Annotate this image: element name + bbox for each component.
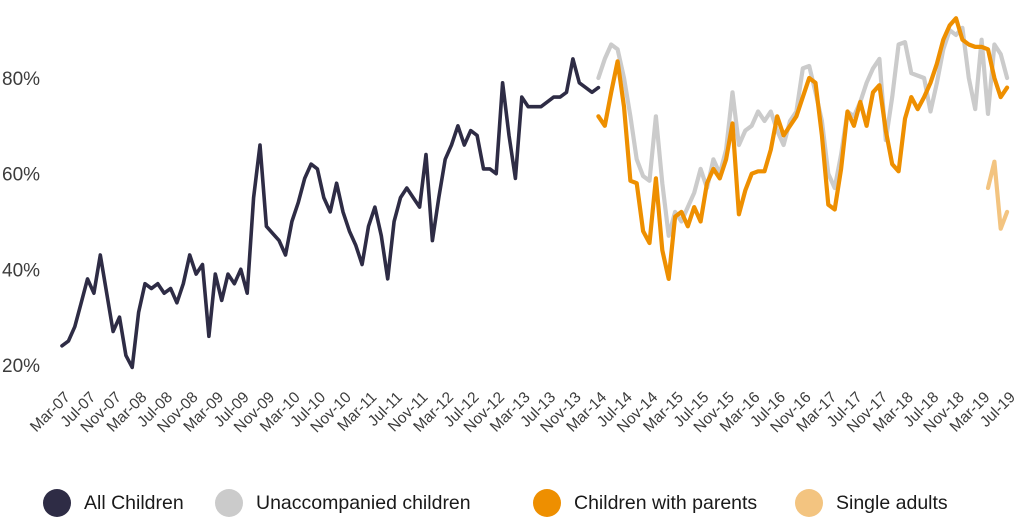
legend-item-unaccompanied-children: Unaccompanied children xyxy=(215,489,471,517)
single-adults-dot-icon xyxy=(795,489,823,517)
chart-legend: All Children Unaccompanied children Chil… xyxy=(0,489,1024,517)
legend-label: All Children xyxy=(84,492,184,514)
series-line-children-with-parents xyxy=(596,16,1010,281)
series-line-all-children xyxy=(60,57,601,370)
legend-item-single-adults: Single adults xyxy=(795,489,948,517)
y-axis-tick-label: 20% xyxy=(2,356,40,377)
all-children-dot-icon xyxy=(43,489,71,517)
unaccompanied-children-dot-icon xyxy=(215,489,243,517)
legend-item-children-with-parents: Children with parents xyxy=(533,489,757,517)
legend-label: Children with parents xyxy=(574,492,758,514)
y-axis-tick-label: 80% xyxy=(2,69,40,90)
legend-item-all-children: All Children xyxy=(43,489,184,517)
y-axis-tick-label: 60% xyxy=(2,165,40,186)
legend-label: Single adults xyxy=(836,492,948,514)
series-line-single-adults xyxy=(985,159,1010,231)
children-with-parents-dot-icon xyxy=(533,489,561,517)
legend-label: Unaccompanied children xyxy=(256,492,471,514)
y-axis-tick-label: 40% xyxy=(2,260,40,281)
series-line-unaccompanied-children xyxy=(596,25,1010,238)
